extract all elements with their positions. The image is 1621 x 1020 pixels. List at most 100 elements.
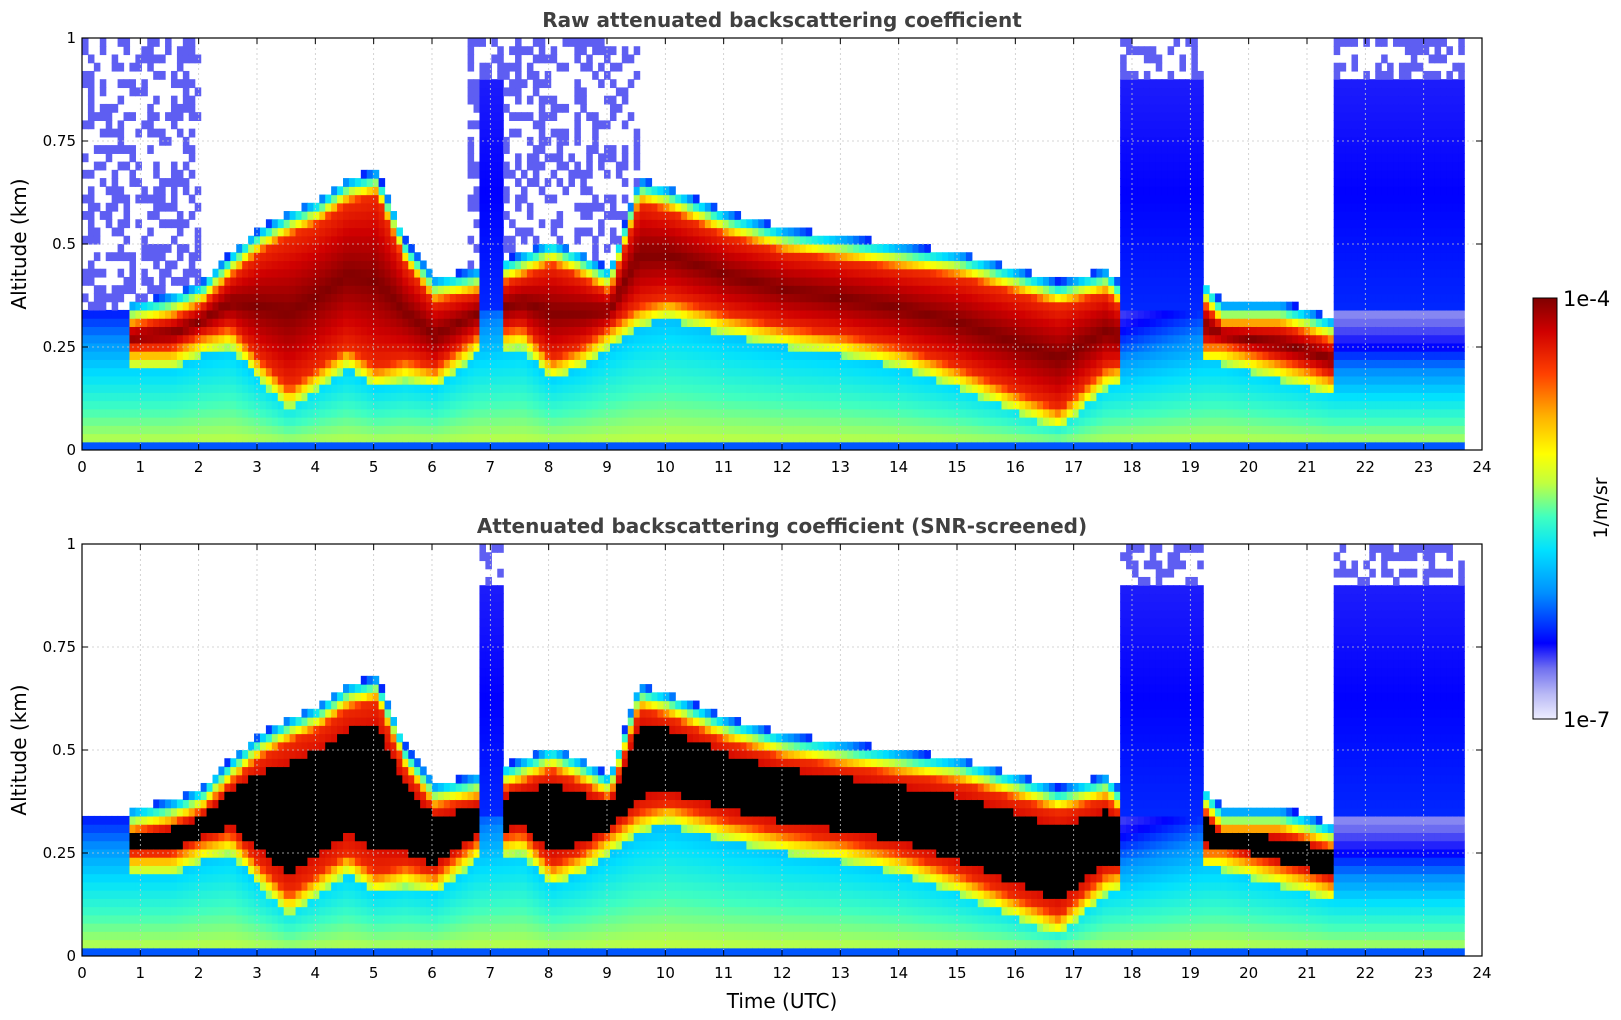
heatmap-cell — [704, 400, 712, 410]
heatmap-cell — [283, 400, 291, 410]
heatmap-cell — [354, 425, 362, 435]
heatmap-cell — [129, 268, 136, 278]
heatmap-cell — [971, 268, 979, 278]
heatmap-cell — [722, 260, 730, 270]
heatmap-cell — [165, 375, 172, 385]
heatmap-cell — [491, 400, 498, 410]
heatmap-cell — [117, 359, 125, 369]
heatmap-cell — [348, 219, 356, 229]
heatmap-cell — [390, 227, 397, 237]
heatmap-cell — [710, 433, 718, 443]
heatmap-cell — [515, 95, 522, 105]
heatmap-cell — [165, 367, 172, 377]
heatmap-cell — [194, 202, 202, 212]
heatmap-cell — [693, 326, 700, 336]
heatmap-cell — [645, 276, 653, 286]
heatmap-cell — [82, 268, 89, 278]
heatmap-cell — [817, 441, 825, 450]
heatmap-cell — [746, 285, 753, 295]
heatmap-cell — [182, 367, 190, 377]
heatmap-cell — [698, 326, 706, 336]
heatmap-cell — [218, 375, 225, 385]
heatmap-cell — [752, 235, 759, 245]
heatmap-cell — [633, 276, 641, 286]
heatmap-cell — [426, 351, 433, 360]
heatmap-cell — [918, 293, 925, 303]
heatmap-cell — [212, 276, 220, 286]
heatmap-cell — [348, 186, 356, 196]
heatmap-cell — [645, 318, 653, 327]
heatmap-cell — [153, 359, 160, 369]
heatmap-cell — [924, 244, 931, 253]
heatmap-cell — [307, 252, 314, 262]
heatmap-cell — [782, 293, 789, 303]
heatmap-cell — [870, 252, 878, 262]
heatmap-cell — [989, 384, 997, 393]
heatmap-cell — [544, 260, 552, 270]
heatmap-cell — [823, 235, 831, 245]
heatmap-cell — [307, 359, 314, 369]
heatmap-cell — [787, 268, 795, 278]
heatmap-cell — [811, 252, 819, 262]
heatmap-cell — [194, 318, 202, 327]
heatmap-cell — [188, 293, 196, 303]
heatmap-cell — [182, 38, 190, 47]
heatmap-cell — [918, 367, 925, 377]
heatmap-cell — [473, 87, 481, 97]
heatmap-cell — [159, 318, 166, 327]
heatmap-cell — [473, 38, 481, 47]
heatmap-cell — [639, 425, 647, 435]
heatmap-cell — [515, 433, 522, 443]
heatmap-cell — [467, 194, 475, 204]
heatmap-cell — [538, 219, 546, 229]
heatmap-cell — [497, 46, 504, 56]
heatmap-cell — [532, 301, 540, 311]
heatmap-cell — [1090, 359, 1097, 369]
heatmap-cell — [918, 408, 925, 418]
heatmap-cell — [337, 268, 344, 278]
heatmap-cell — [787, 375, 795, 385]
heatmap-cell — [491, 285, 498, 295]
heatmap-cell — [906, 351, 914, 360]
heatmap-cell — [354, 293, 362, 303]
heatmap-cell — [509, 235, 516, 245]
heatmap-cell — [283, 425, 291, 435]
heatmap-cell — [99, 433, 107, 443]
heatmap-cell — [930, 276, 937, 286]
heatmap-cell — [918, 359, 925, 369]
heatmap-cell — [936, 318, 943, 327]
heatmap-cell — [942, 433, 949, 443]
heatmap-cell — [930, 392, 937, 402]
heatmap-cell — [432, 367, 439, 377]
heatmap-cell — [491, 244, 498, 253]
heatmap-cell — [633, 334, 641, 344]
heatmap-cell — [995, 417, 1003, 426]
heatmap-cell — [817, 408, 825, 418]
heatmap-cell — [942, 392, 949, 402]
heatmap-cell — [337, 342, 344, 352]
heatmap-cell — [977, 276, 985, 286]
heatmap-cell — [1066, 285, 1074, 295]
heatmap-cell — [710, 227, 718, 237]
heatmap-cell — [752, 318, 759, 327]
heatmap-cell — [609, 268, 617, 278]
heatmap-cell — [396, 400, 403, 410]
heatmap-cell — [414, 417, 421, 426]
heatmap-cell — [604, 153, 611, 163]
heatmap-cell — [687, 318, 694, 327]
heatmap-cell — [414, 260, 421, 270]
heatmap-cell — [959, 425, 967, 435]
heatmap-cell — [319, 301, 326, 311]
heatmap-cell — [337, 384, 344, 393]
heatmap-cell — [141, 46, 148, 56]
heatmap-cell — [289, 276, 297, 286]
heatmap-cell — [805, 425, 813, 435]
heatmap-cell — [348, 178, 356, 187]
heatmap-cell — [1037, 285, 1044, 295]
heatmap-cell — [1102, 367, 1109, 377]
heatmap-cell — [1001, 400, 1009, 410]
heatmap-cell — [360, 375, 368, 385]
heatmap-cell — [461, 417, 469, 426]
heatmap-cell — [360, 244, 368, 253]
heatmap-cell — [663, 441, 670, 450]
